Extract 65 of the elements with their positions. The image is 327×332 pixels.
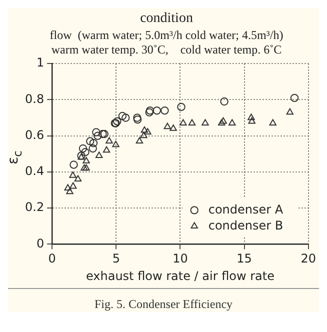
point [220, 97, 228, 106]
point [146, 106, 154, 115]
point [248, 117, 256, 124]
x-axis-title: exhaust flow rate / air flow rate [86, 268, 274, 283]
point [112, 140, 120, 148]
point [286, 108, 294, 115]
point [188, 119, 196, 126]
point [82, 157, 90, 164]
point [80, 164, 88, 171]
point [113, 117, 122, 126]
point [86, 137, 94, 146]
point [248, 114, 255, 120]
chart-subtitle: flow (warm water; 5.0m³/h cold water; 4.5m³/h) warm water temp. 30˚C, cold water temp. 6˚C [50, 28, 284, 57]
point [160, 106, 169, 115]
point [290, 94, 299, 102]
point [202, 119, 209, 126]
point [180, 119, 187, 126]
point [95, 152, 103, 158]
point [152, 106, 162, 115]
point [69, 171, 76, 178]
chart-title: condition [140, 11, 193, 26]
x-tick-label: 10 [172, 252, 188, 266]
x-tick-label: 5 [112, 252, 120, 266]
point [82, 164, 90, 171]
y-tick-label: 1 [36, 56, 44, 70]
caption: Fig. 5. Condenser Efficiency [93, 297, 234, 312]
point [136, 137, 144, 144]
point [92, 128, 100, 136]
point [88, 144, 97, 153]
point [220, 117, 227, 124]
point [133, 115, 142, 124]
point [118, 112, 127, 120]
point [78, 144, 88, 153]
point [106, 137, 113, 144]
point [133, 114, 142, 122]
y-tick-label: 0.8 [24, 92, 44, 106]
legend-label: condenser B [208, 218, 284, 232]
point [218, 119, 226, 126]
point [69, 182, 77, 189]
x-tick-label: 15 [236, 252, 252, 266]
point [89, 138, 98, 148]
point [122, 114, 130, 122]
point [66, 188, 74, 194]
point [177, 102, 186, 112]
y-tick-label: 0.6 [24, 128, 44, 142]
y-tick-label: 0 [36, 236, 44, 250]
point [228, 119, 236, 126]
point [64, 184, 72, 191]
point [94, 132, 102, 140]
point [74, 175, 82, 182]
x-tick-label: 20 [300, 252, 316, 266]
legend-label: condenser A [208, 202, 284, 216]
point [269, 119, 276, 126]
point [140, 126, 148, 133]
point [144, 128, 152, 135]
x-tick-label: 0 [48, 252, 56, 266]
point [170, 124, 177, 131]
point [81, 148, 90, 156]
point [70, 160, 78, 169]
point [140, 132, 148, 138]
point [164, 122, 172, 130]
point [145, 108, 154, 116]
point [102, 146, 110, 153]
y-tick-label: 0.2 [24, 200, 44, 214]
y-tick-label: 0.4 [24, 164, 44, 178]
